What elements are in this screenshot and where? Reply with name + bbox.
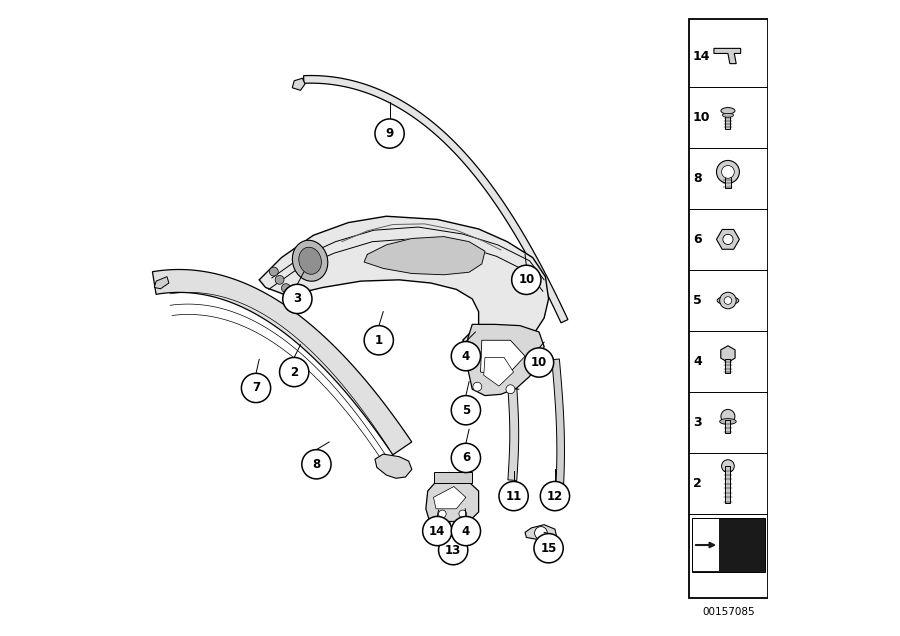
Circle shape [525,348,554,377]
Text: 11: 11 [506,490,522,502]
Polygon shape [292,78,305,90]
Circle shape [535,527,547,539]
Text: 12: 12 [547,490,563,502]
Circle shape [283,284,312,314]
Ellipse shape [721,107,735,114]
Circle shape [302,450,331,479]
Circle shape [534,534,563,563]
Polygon shape [468,324,544,396]
Text: 4: 4 [693,355,702,368]
Polygon shape [434,487,466,509]
Polygon shape [426,477,479,522]
Circle shape [423,516,452,546]
Polygon shape [508,388,518,480]
Text: 3: 3 [293,293,302,305]
Text: 7: 7 [252,382,260,394]
Text: 4: 4 [462,525,470,537]
Text: 10: 10 [531,356,547,369]
Polygon shape [364,237,485,275]
Circle shape [721,410,735,424]
Polygon shape [434,472,473,483]
Circle shape [512,265,541,294]
Polygon shape [693,519,719,571]
Text: 6: 6 [693,233,702,246]
FancyBboxPatch shape [688,19,768,598]
Ellipse shape [720,418,736,424]
Ellipse shape [299,247,321,274]
Circle shape [499,481,528,511]
Circle shape [506,385,515,394]
Circle shape [724,296,732,304]
Text: 9: 9 [385,127,393,140]
Ellipse shape [722,113,734,117]
Polygon shape [259,216,549,350]
Text: 1: 1 [374,334,382,347]
Circle shape [438,536,468,565]
Bar [725,420,731,433]
Text: 8: 8 [312,458,320,471]
Circle shape [459,510,466,518]
Circle shape [722,165,734,178]
Circle shape [451,342,481,371]
Text: 13: 13 [446,544,462,556]
Circle shape [451,443,481,473]
Circle shape [364,326,393,355]
Ellipse shape [717,296,739,305]
Bar [725,359,731,373]
Polygon shape [716,230,740,249]
Ellipse shape [292,240,328,281]
Text: 4: 4 [462,350,470,363]
Circle shape [722,460,734,473]
Circle shape [438,510,446,518]
Circle shape [241,373,271,403]
Polygon shape [552,359,564,487]
Polygon shape [375,454,412,478]
Circle shape [269,267,278,276]
Text: 6: 6 [462,452,470,464]
Text: 10: 10 [518,273,535,286]
Circle shape [472,382,482,391]
Text: 5: 5 [462,404,470,417]
Polygon shape [152,270,412,455]
Circle shape [451,396,481,425]
Text: 3: 3 [693,417,702,429]
Circle shape [723,234,733,244]
Polygon shape [525,525,557,542]
Circle shape [716,160,740,183]
Circle shape [275,275,284,284]
Polygon shape [483,357,514,386]
Text: 2: 2 [693,478,702,490]
Circle shape [282,284,291,293]
Bar [725,466,731,503]
Text: 14: 14 [429,525,445,537]
Text: 5: 5 [693,294,702,307]
Polygon shape [721,346,735,363]
Polygon shape [481,340,525,375]
Polygon shape [303,76,568,323]
Polygon shape [692,518,765,572]
Circle shape [451,516,481,546]
Circle shape [280,357,309,387]
Text: 10: 10 [693,111,710,123]
Polygon shape [154,277,169,289]
Text: 8: 8 [693,172,702,184]
Bar [724,177,731,188]
Text: 14: 14 [693,50,710,62]
Circle shape [540,481,570,511]
Text: 2: 2 [290,366,298,378]
Text: 15: 15 [540,542,557,555]
Circle shape [720,292,736,308]
Polygon shape [714,48,741,64]
Circle shape [375,119,404,148]
Bar [725,116,731,128]
Text: 00157085: 00157085 [702,607,754,617]
